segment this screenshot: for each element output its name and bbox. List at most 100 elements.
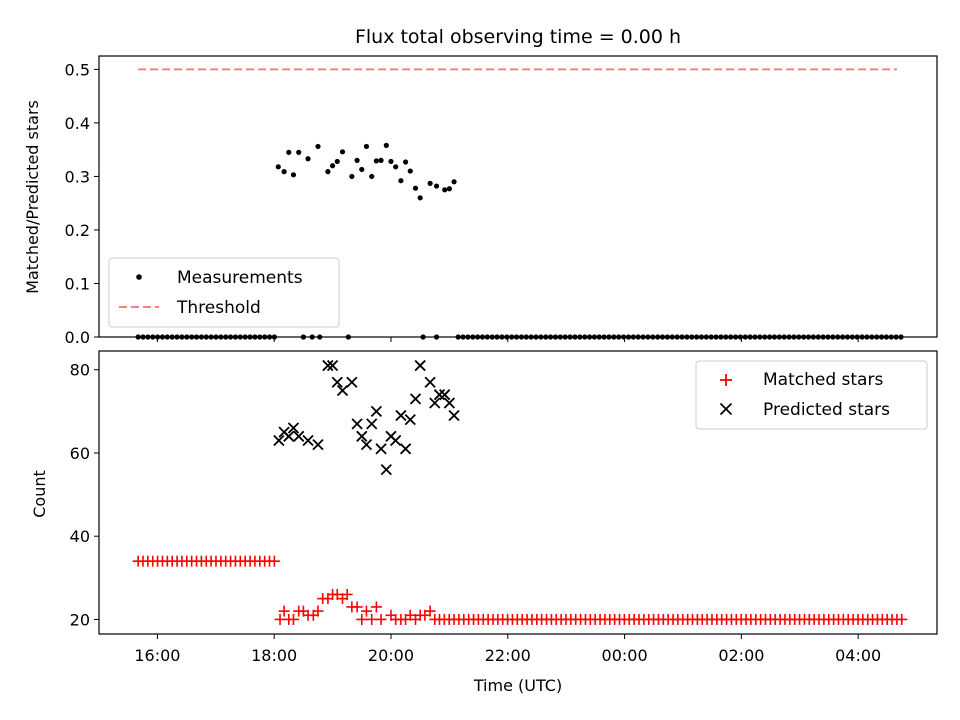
predicted-star-point bbox=[448, 409, 460, 422]
matched-star-point bbox=[312, 605, 324, 617]
predicted-mark-b bbox=[302, 434, 314, 447]
predicted-mark-b bbox=[326, 359, 339, 372]
top-legend: Measurements Threshold bbox=[108, 257, 340, 328]
predicted-mark-b bbox=[351, 418, 363, 430]
matched-star-point bbox=[360, 605, 372, 617]
predicted-mark-b bbox=[380, 463, 392, 476]
matched-star-point bbox=[375, 613, 387, 625]
legend-label-measurements: Measurements bbox=[177, 268, 303, 288]
predicted-mark-b bbox=[404, 414, 416, 426]
measurement-point bbox=[369, 173, 375, 180]
predicted-star-point bbox=[360, 439, 373, 451]
top-y-ticks: 0.0 0.1 0.2 0.3 0.4 0.5 bbox=[65, 60, 99, 347]
legend-marker-measurements bbox=[136, 274, 142, 280]
measurement-point bbox=[427, 180, 433, 186]
matched-star-point bbox=[341, 588, 353, 600]
measurement-point bbox=[359, 166, 365, 173]
measurement-point bbox=[339, 149, 346, 155]
predicted-mark-b bbox=[283, 430, 295, 442]
predicted-star-point bbox=[409, 393, 422, 405]
predicted-star-point bbox=[326, 359, 339, 372]
bottom-x-tick-label: 04:00 bbox=[835, 646, 881, 665]
bottom-y-tick-label: 60 bbox=[70, 444, 90, 463]
predicted-mark-b bbox=[331, 376, 343, 388]
bottom-x-tick-label: 18:00 bbox=[251, 646, 297, 665]
legend-marker-matched bbox=[720, 374, 732, 386]
predicted-star-point bbox=[399, 443, 412, 455]
measurement-point bbox=[286, 149, 292, 155]
matched-star-point bbox=[424, 605, 436, 617]
predicted-mark-b bbox=[375, 443, 387, 455]
measurement-point bbox=[417, 195, 423, 201]
predicted-mark-b bbox=[346, 376, 358, 388]
predicted-mark-b bbox=[409, 393, 422, 405]
predicted-star-point bbox=[404, 414, 416, 426]
measurement-point bbox=[442, 187, 448, 193]
predicted-star-point bbox=[293, 430, 305, 442]
top-y-tick-label: 0.3 bbox=[65, 167, 90, 186]
bottom-y-ticks: 20 40 60 80 bbox=[70, 361, 99, 629]
predicted-star-point bbox=[366, 418, 378, 430]
legend-label-matched: Matched stars bbox=[763, 370, 883, 390]
predicted-star-point bbox=[414, 359, 426, 372]
predicted-star-point bbox=[351, 418, 363, 430]
predicted-star-point bbox=[322, 359, 334, 372]
predicted-star-point bbox=[356, 430, 368, 442]
measurement-point bbox=[446, 186, 452, 192]
bottom-x-tick-label: 00:00 bbox=[602, 646, 648, 665]
measurement-point bbox=[383, 142, 389, 148]
bottom-legend-box bbox=[695, 360, 928, 430]
predicted-mark-b bbox=[360, 439, 373, 451]
predicted-star-point bbox=[439, 389, 451, 401]
predicted-star-point bbox=[380, 463, 392, 476]
predicted-mark-b bbox=[443, 397, 456, 409]
top-y-tick-label: 0.1 bbox=[65, 274, 90, 293]
bottom-y-tick-label: 20 bbox=[70, 610, 90, 629]
measurement-point bbox=[305, 156, 311, 162]
predicted-mark-b bbox=[366, 418, 378, 430]
predicted-star-point bbox=[312, 439, 324, 451]
measurement-point bbox=[329, 163, 336, 169]
predicted-star-point bbox=[443, 397, 456, 409]
measurement-point bbox=[398, 178, 404, 184]
top-legend-box bbox=[108, 257, 340, 328]
measurement-point bbox=[315, 143, 321, 150]
bottom-legend: Matched stars Predicted stars bbox=[695, 360, 928, 430]
measurement-point bbox=[290, 172, 297, 178]
predicted-star-point bbox=[336, 384, 349, 397]
predicted-star-point bbox=[395, 409, 407, 422]
predicted-star-point bbox=[375, 443, 387, 455]
measurement-point bbox=[349, 173, 355, 180]
measurement-point bbox=[451, 179, 457, 185]
predicted-mark-b bbox=[322, 359, 334, 372]
measurement-point bbox=[296, 149, 302, 155]
matched-star-point bbox=[356, 613, 368, 625]
predicted-star-point bbox=[433, 389, 446, 401]
bottom-x-tick-label: 16:00 bbox=[134, 646, 180, 665]
predicted-mark-b bbox=[448, 409, 460, 422]
measurement-point bbox=[412, 185, 419, 191]
measurement-point bbox=[354, 157, 360, 163]
top-y-tick-label: 0.5 bbox=[65, 60, 90, 79]
predicted-mark-b bbox=[433, 389, 446, 401]
measurement-point bbox=[373, 158, 379, 164]
predicted-star-point bbox=[273, 434, 285, 447]
bottom-axes-frame bbox=[98, 350, 938, 635]
bottom-panel: Count 20 40 60 80 16:00 18:00 20:00 22:00 00:00… bbox=[30, 350, 938, 695]
matched-star-point bbox=[268, 555, 280, 567]
bottom-plot-area bbox=[132, 359, 908, 625]
legend-label-threshold: Threshold bbox=[176, 298, 261, 318]
bottom-x-tick-label: 02:00 bbox=[718, 646, 764, 665]
top-y-axis-label: Matched/Predicted stars bbox=[23, 100, 42, 294]
bottom-y-tick-label: 80 bbox=[70, 361, 90, 380]
predicted-star-point bbox=[424, 376, 436, 388]
top-y-tick-label: 0.4 bbox=[65, 114, 90, 133]
measurement-point bbox=[393, 164, 399, 170]
matched-star-point bbox=[896, 613, 908, 625]
predicted-mark-b bbox=[312, 439, 324, 451]
top-x-ticks bbox=[156, 337, 859, 342]
top-panel: Flux total observing time = 0.00 h Match… bbox=[23, 26, 938, 347]
predicted-mark-b bbox=[399, 443, 412, 455]
bottom-x-ticks: 16:00 18:00 20:00 22:00 00:00 02:00 04:00 bbox=[134, 634, 881, 665]
